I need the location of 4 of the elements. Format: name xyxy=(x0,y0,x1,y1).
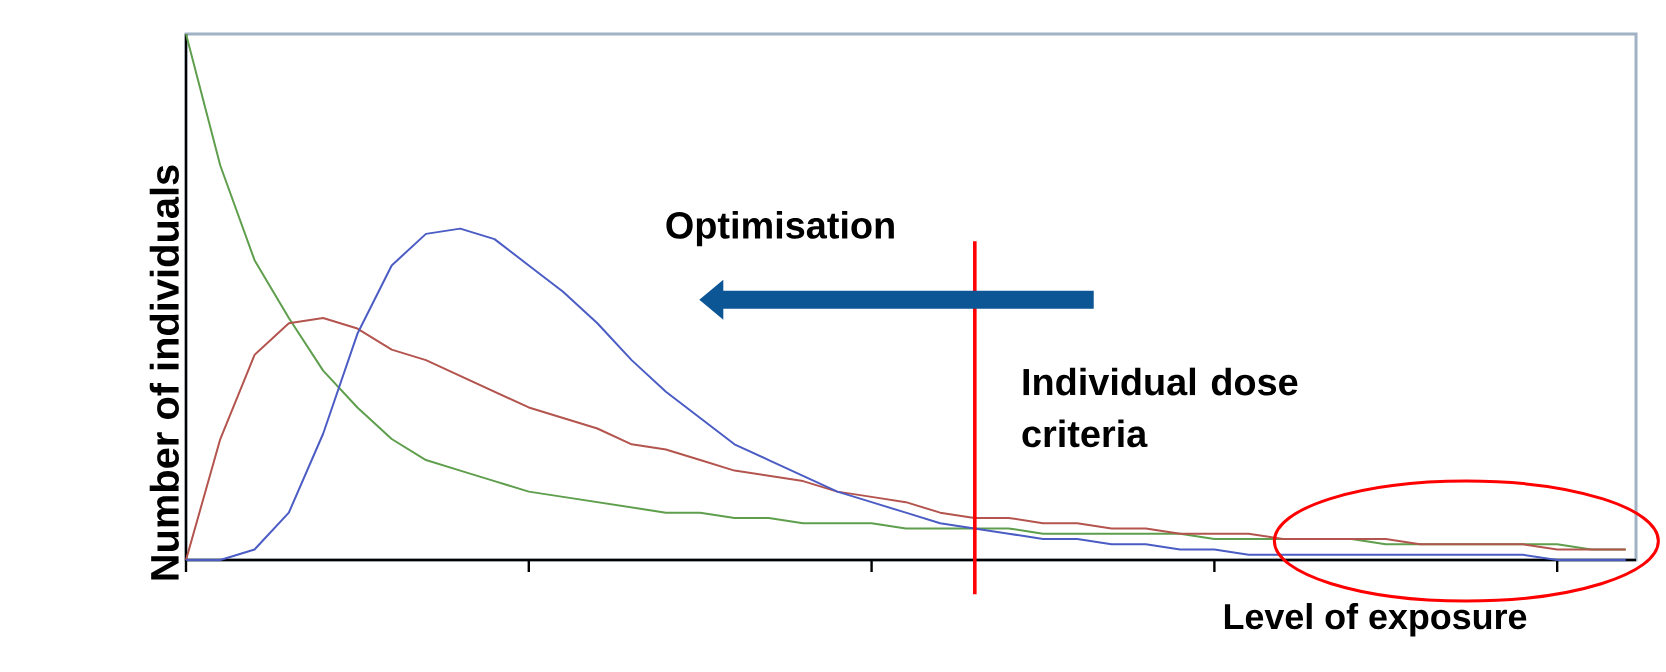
annotation: Individual dose criteria xyxy=(1022,367,1298,448)
x-axis-title: Level of exposure xyxy=(1224,603,1527,637)
y-axis-title: Number of individuals xyxy=(149,165,179,580)
annotation: Optimisation xyxy=(666,210,894,247)
